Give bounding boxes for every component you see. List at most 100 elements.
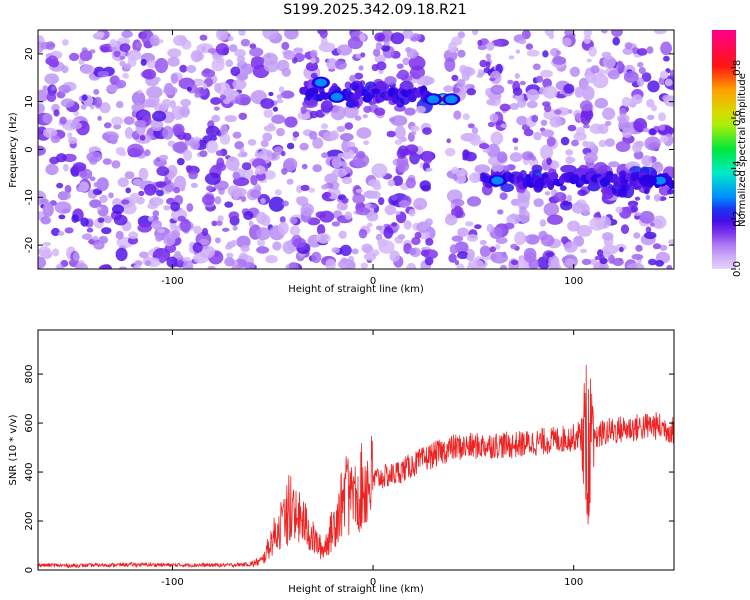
spectrogram-cell (79, 168, 93, 180)
spectrogram-cell (491, 39, 504, 47)
spectrogram-cell (525, 234, 540, 245)
spectrogram-cell (467, 259, 484, 269)
spectrogram-cell (56, 153, 67, 163)
spectrogram-cell (485, 61, 491, 69)
spectrogram-cell (479, 245, 491, 257)
spectrogram-cell (310, 72, 318, 79)
spectrogram-cell (594, 97, 609, 109)
spectrogram-cell (300, 106, 307, 115)
spectrogram-cell (451, 235, 464, 242)
spectrogram-cell (271, 114, 286, 124)
spectrogram-cell (45, 163, 59, 176)
spectrogram-cell (500, 183, 515, 193)
spectrogram-cell (256, 211, 268, 224)
spectrogram-cell (241, 162, 252, 171)
spectrogram-cell (343, 104, 359, 119)
spectrogram-cell (655, 260, 664, 267)
spectrogram-cell (386, 130, 396, 138)
spectrogram-cell (224, 115, 237, 123)
spectrogram-cell (635, 244, 643, 252)
spectrogram-cell (499, 192, 508, 201)
spectrogram-cell (405, 177, 416, 189)
band-cell (630, 172, 640, 182)
spectrogram-cell (495, 236, 508, 245)
spectrogram-cell (194, 92, 202, 98)
spectrogram-cell (122, 72, 129, 79)
spectrogram-cell (300, 184, 310, 192)
spectrogram-cell (280, 90, 295, 99)
spectrogram-cell (278, 86, 285, 94)
spectrogram-cell (620, 224, 630, 235)
spectrogram-cell (199, 150, 208, 158)
hotspot-level (654, 176, 666, 185)
spectrogram-cell (378, 240, 395, 254)
spectrogram-cell (490, 251, 509, 264)
spectrogram-cell (205, 185, 214, 192)
spectrogram-cell (555, 264, 562, 269)
spectrogram-cell (93, 88, 100, 95)
spectrogram-cell (89, 199, 102, 209)
spectrogram-cell (478, 143, 490, 149)
spectrogram-cell (43, 127, 58, 138)
spectrogram-cell (587, 182, 601, 192)
y-tick-label: 10 (24, 95, 35, 108)
spectrogram-cell (62, 208, 71, 214)
spectrogram-cell (149, 197, 164, 206)
spectrogram-cell (42, 241, 52, 247)
spectrogram-cell (554, 109, 562, 115)
spectrogram-cell (215, 237, 221, 244)
spectrogram-cell (366, 222, 373, 228)
spectrogram-cell (174, 250, 181, 257)
spectrogram-cell (461, 67, 476, 77)
spectrogram-cell (50, 76, 58, 84)
spectrogram-cell (532, 63, 541, 71)
spectrogram-cell (396, 155, 409, 168)
spectrogram-cell (321, 152, 329, 159)
spectrogram-cell (451, 36, 463, 46)
spectrogram-cell (566, 194, 573, 203)
spectrogram-cell (372, 48, 381, 57)
spectrogram-cell (612, 257, 624, 267)
spectrogram-cell (634, 211, 641, 217)
spectrogram-cell (533, 198, 544, 208)
spectrogram-cell (97, 217, 105, 224)
y-tick-label: 400 (24, 462, 35, 481)
spectrogram-cell (155, 181, 167, 188)
spectrogram-cell (454, 260, 460, 266)
spectrogram-cell (228, 44, 238, 52)
spectrogram-cell (234, 141, 245, 150)
spectrogram-cell (64, 227, 74, 234)
spectrogram-cell (477, 68, 483, 74)
spectrogram-cell (63, 163, 69, 172)
spectrogram-cell (403, 220, 412, 230)
spectrogram-cell (621, 96, 632, 107)
spectrogram-cell (215, 30, 229, 41)
spectrogram-cell (414, 231, 422, 239)
spectrogram-cell (179, 64, 188, 73)
spectrogram-cell (210, 135, 218, 142)
spectrogram-cell (169, 100, 176, 109)
spectrogram-cell (387, 179, 395, 187)
spectrogram-cell (79, 50, 93, 62)
spectrogram-cell (477, 39, 483, 47)
hotspot-level (330, 92, 343, 101)
spectrogram-cell (234, 98, 241, 104)
spectrogram-cell (98, 264, 112, 269)
spectrogram-cell (617, 114, 630, 123)
spectrogram-cell (283, 50, 296, 60)
spectrogram-cell (394, 210, 401, 215)
spectrogram-cell (535, 75, 544, 83)
spectrogram-cell (351, 248, 359, 255)
spectrogram-cell (508, 55, 515, 60)
spectrogram-cell (469, 133, 481, 146)
spectrogram-cell (64, 184, 72, 194)
spectrogram-cell (583, 152, 598, 163)
spectrogram-cell (589, 258, 598, 265)
spectrogram-cell (142, 68, 157, 80)
spectrogram-cell (490, 131, 504, 145)
spectrogram-cell (163, 233, 176, 247)
spectrogram-cell (188, 171, 198, 180)
spectrogram-cell (257, 238, 266, 247)
spectrogram-cell (305, 61, 319, 72)
spectrogram-cell (539, 219, 547, 227)
